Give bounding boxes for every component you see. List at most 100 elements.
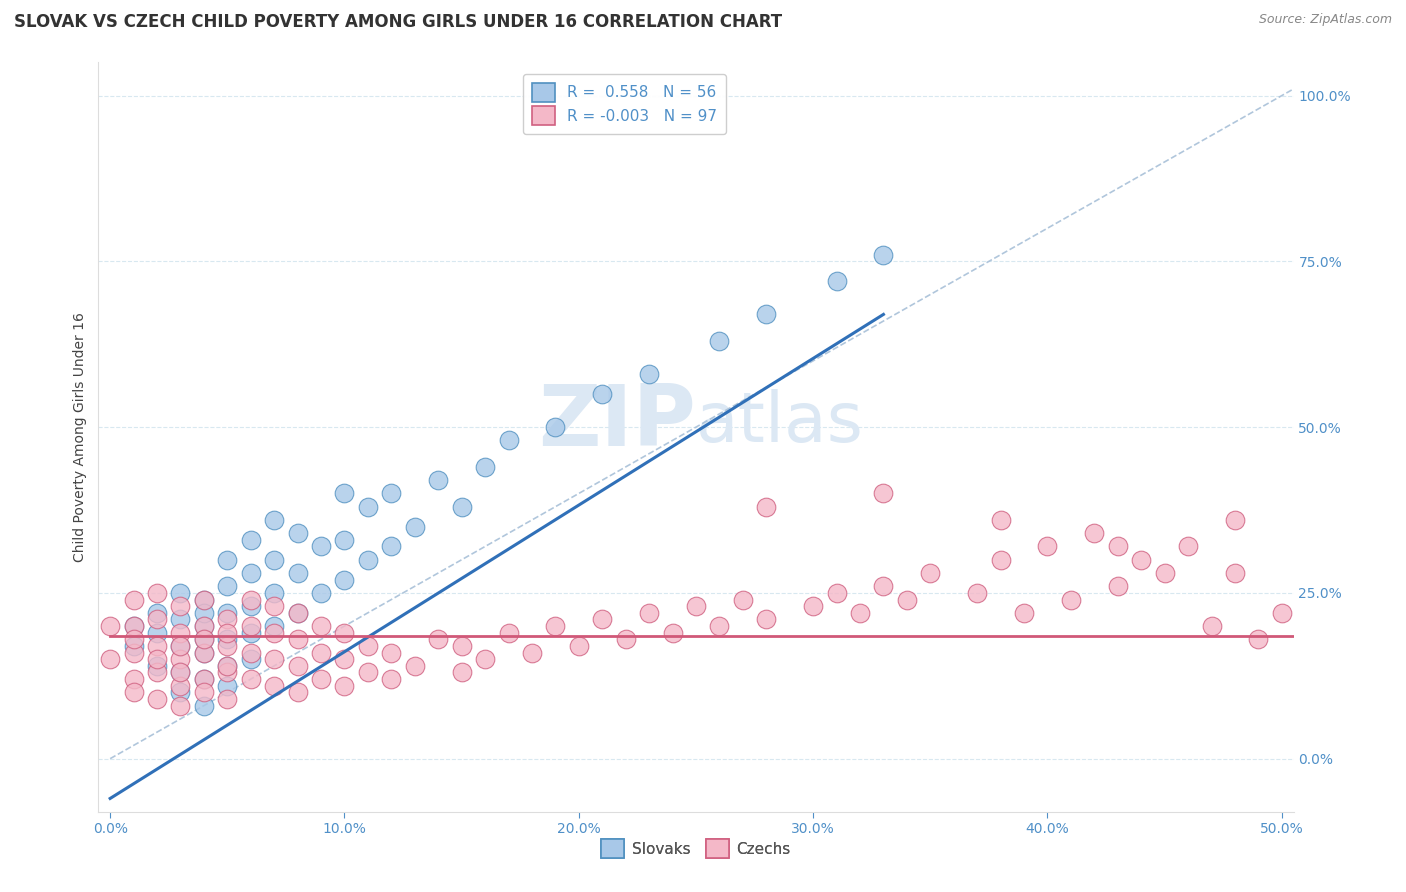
Point <box>427 473 450 487</box>
Point <box>990 513 1012 527</box>
Text: atlas: atlas <box>696 389 863 456</box>
Point <box>193 592 215 607</box>
Point <box>239 599 262 614</box>
Point <box>450 500 472 514</box>
Point <box>169 612 191 626</box>
Point <box>287 606 309 620</box>
Point <box>990 553 1012 567</box>
Point <box>122 646 145 660</box>
Point <box>146 692 169 706</box>
Point <box>287 658 309 673</box>
Point <box>450 665 472 680</box>
Point <box>966 586 988 600</box>
Point <box>357 553 380 567</box>
Point <box>146 586 169 600</box>
Point <box>263 652 285 666</box>
Point <box>217 639 239 653</box>
Point <box>146 606 169 620</box>
Point <box>217 665 239 680</box>
Point <box>1012 606 1035 620</box>
Point <box>872 486 894 500</box>
Point <box>872 248 894 262</box>
Point <box>1060 592 1083 607</box>
Point <box>169 698 191 713</box>
Point <box>122 619 145 633</box>
Point <box>193 698 215 713</box>
Text: SLOVAK VS CZECH CHILD POVERTY AMONG GIRLS UNDER 16 CORRELATION CHART: SLOVAK VS CZECH CHILD POVERTY AMONG GIRL… <box>14 13 782 31</box>
Point <box>193 632 215 647</box>
Point <box>122 619 145 633</box>
Point <box>357 500 380 514</box>
Point <box>169 665 191 680</box>
Point <box>217 625 239 640</box>
Point <box>801 599 824 614</box>
Point <box>193 619 215 633</box>
Point <box>217 658 239 673</box>
Point <box>239 592 262 607</box>
Point <box>1083 526 1105 541</box>
Point <box>287 632 309 647</box>
Point <box>309 646 332 660</box>
Point <box>825 274 848 288</box>
Point <box>146 658 169 673</box>
Point <box>1223 513 1246 527</box>
Point <box>239 625 262 640</box>
Point <box>309 540 332 554</box>
Point <box>217 692 239 706</box>
Point <box>239 646 262 660</box>
Point <box>450 639 472 653</box>
Point <box>755 500 778 514</box>
Point <box>755 307 778 321</box>
Point <box>169 679 191 693</box>
Point <box>193 672 215 686</box>
Point <box>217 612 239 626</box>
Point <box>193 619 215 633</box>
Point <box>193 592 215 607</box>
Point <box>169 586 191 600</box>
Point <box>333 486 356 500</box>
Point <box>380 486 402 500</box>
Point <box>193 685 215 699</box>
Point <box>146 665 169 680</box>
Point <box>544 420 567 434</box>
Point <box>380 540 402 554</box>
Point <box>146 652 169 666</box>
Point <box>520 646 543 660</box>
Point <box>872 579 894 593</box>
Point <box>287 685 309 699</box>
Point <box>122 639 145 653</box>
Point <box>427 632 450 647</box>
Point <box>146 625 169 640</box>
Point <box>263 586 285 600</box>
Point <box>263 599 285 614</box>
Point <box>98 619 121 633</box>
Point <box>309 619 332 633</box>
Point <box>193 646 215 660</box>
Point <box>122 592 145 607</box>
Point <box>169 625 191 640</box>
Point <box>825 586 848 600</box>
Point <box>146 639 169 653</box>
Point <box>1107 579 1129 593</box>
Point <box>239 672 262 686</box>
Text: Source: ZipAtlas.com: Source: ZipAtlas.com <box>1258 13 1392 27</box>
Point <box>357 639 380 653</box>
Point <box>849 606 872 620</box>
Point <box>591 612 613 626</box>
Point <box>217 658 239 673</box>
Text: ZIP: ZIP <box>538 381 696 464</box>
Point <box>217 679 239 693</box>
Point <box>1223 566 1246 580</box>
Point <box>239 566 262 580</box>
Point <box>1271 606 1294 620</box>
Point <box>122 685 145 699</box>
Point <box>263 619 285 633</box>
Point <box>1107 540 1129 554</box>
Point <box>474 652 496 666</box>
Point <box>263 513 285 527</box>
Point <box>287 606 309 620</box>
Point <box>591 387 613 401</box>
Point <box>1247 632 1270 647</box>
Point <box>1153 566 1175 580</box>
Point <box>709 334 731 348</box>
